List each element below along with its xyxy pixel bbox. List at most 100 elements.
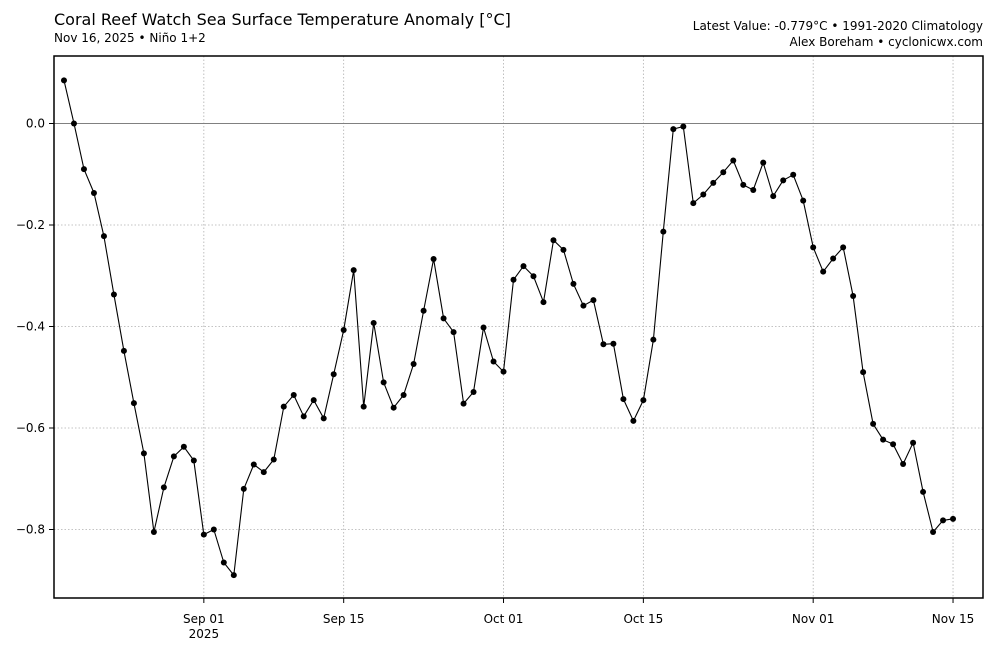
data-point (810, 244, 817, 251)
x-tick-label: Nov 01 (792, 612, 835, 626)
data-point (430, 255, 437, 262)
data-point (750, 186, 757, 193)
data-point (560, 246, 567, 253)
data-point (690, 200, 697, 207)
data-point (610, 340, 617, 347)
data-point (410, 361, 417, 368)
data-point (370, 319, 377, 326)
data-point (260, 469, 267, 476)
data-point (950, 515, 957, 522)
chart-title: Coral Reef Watch Sea Surface Temperature… (54, 10, 511, 29)
data-point (520, 263, 527, 270)
grid-lines (54, 56, 983, 598)
data-point (90, 190, 97, 197)
data-point (540, 299, 547, 306)
data-point (580, 302, 587, 309)
data-point (290, 392, 297, 399)
data-point (390, 404, 397, 411)
data-point (300, 413, 307, 420)
data-point (340, 327, 347, 334)
data-point (60, 77, 67, 84)
data-point (140, 450, 147, 457)
data-point (270, 456, 277, 463)
data-point (760, 159, 767, 166)
x-tick-label: Oct 15 (623, 612, 663, 626)
x-tick-label: Nov 15 (932, 612, 975, 626)
data-point (130, 400, 137, 407)
data-point (230, 572, 237, 579)
data-point (460, 400, 467, 407)
data-point (150, 529, 157, 536)
data-point (110, 291, 117, 298)
y-tick-label: −0.2 (16, 218, 45, 232)
data-point (880, 436, 887, 443)
data-point (210, 526, 217, 533)
data-point (840, 244, 847, 251)
data-point (770, 193, 777, 200)
data-point (710, 179, 717, 186)
data-point (400, 392, 407, 399)
data-point (600, 341, 607, 348)
data-point (860, 369, 867, 376)
data-point (790, 171, 797, 178)
series-line (63, 80, 954, 576)
x-tick-label: Oct 01 (484, 612, 524, 626)
title-block: Coral Reef Watch Sea Surface Temperature… (54, 10, 511, 46)
data-point (920, 488, 927, 495)
data-point (530, 273, 537, 280)
data-point (70, 120, 77, 127)
data-point (680, 123, 687, 130)
data-point (570, 280, 577, 287)
data-point (730, 157, 737, 164)
y-tick-label: −0.4 (16, 319, 45, 333)
data-point (830, 255, 837, 262)
data-point (200, 531, 207, 538)
data-point (420, 307, 427, 314)
data-point (250, 461, 257, 468)
y-axis: 0.0 −0.2 −0.4 −0.6 −0.8 (16, 116, 54, 536)
chart-subtitle: Nov 16, 2025 • Niño 1+2 (54, 31, 206, 45)
x-tick-sublabel: 2025 (189, 627, 220, 641)
latest-value-text: Latest Value: -0.779°C • 1991-2020 Clima… (692, 19, 983, 33)
data-points (60, 77, 957, 579)
data-point (490, 358, 497, 365)
data-point (650, 336, 657, 343)
data-point (470, 388, 477, 395)
data-point (220, 559, 227, 566)
data-point (820, 268, 827, 275)
data-point (280, 403, 287, 410)
data-point (870, 420, 877, 427)
data-point (890, 441, 897, 448)
data-point (930, 529, 937, 536)
data-point (910, 439, 917, 446)
data-point (440, 315, 447, 322)
data-point (740, 181, 747, 188)
data-point (160, 484, 167, 491)
data-point (700, 191, 707, 198)
data-point (80, 166, 87, 173)
x-tick-label: Sep 01 (183, 612, 225, 626)
data-point (550, 237, 557, 244)
data-point (330, 371, 337, 378)
data-point (120, 347, 127, 354)
info-block: Latest Value: -0.779°C • 1991-2020 Clima… (693, 18, 983, 50)
data-point (590, 297, 597, 304)
data-point (660, 228, 667, 235)
data-point (500, 368, 507, 375)
x-tick-label: Sep 15 (323, 612, 365, 626)
data-point (630, 417, 637, 424)
data-point (800, 197, 807, 204)
data-point (170, 453, 177, 460)
data-point (350, 267, 357, 274)
data-point (850, 293, 857, 300)
data-point (670, 126, 677, 133)
data-point (310, 397, 317, 404)
data-point (620, 396, 627, 403)
data-point (240, 485, 247, 492)
data-point (320, 415, 327, 422)
data-point (360, 403, 367, 410)
data-point (780, 177, 787, 184)
data-point (640, 397, 647, 404)
